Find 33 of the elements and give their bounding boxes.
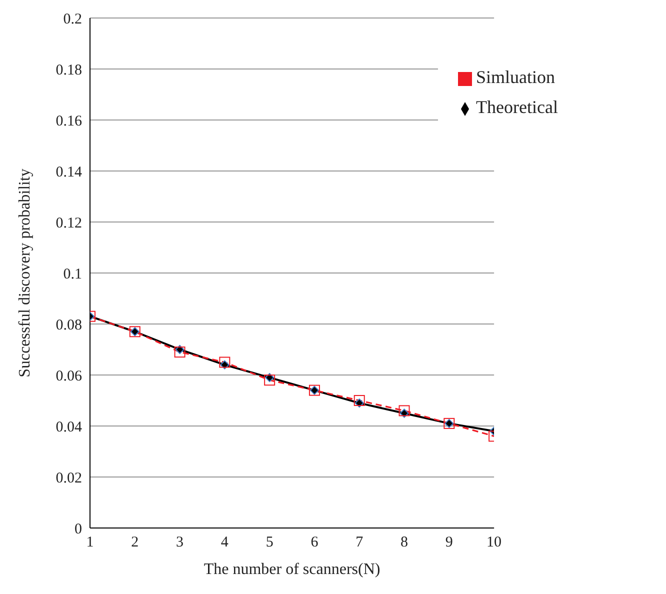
y-tick-label: 0.02 (56, 470, 82, 486)
x-axis-title: The number of scanners(N) (204, 561, 380, 578)
point (398, 405, 410, 416)
y-tick-label: 0.1 (63, 266, 82, 282)
x-tick-label: 4 (220, 534, 229, 551)
y-tick-label: 0.14 (56, 164, 82, 180)
x-tick-label: 5 (266, 534, 274, 551)
x-tick-label: 7 (356, 534, 364, 551)
y-tick-label: 0.18 (56, 62, 82, 78)
point (220, 360, 230, 370)
y-axis-title: Successful discovery probability (16, 168, 34, 378)
point (354, 398, 364, 408)
x-tick-label: 9 (445, 534, 453, 551)
y-tick-label: 0.06 (56, 368, 82, 384)
y-tick-label: 0 (74, 521, 82, 538)
x-tick-label: 10 (486, 534, 502, 551)
x-tick-label: 6 (310, 534, 319, 551)
x-tick-label: 3 (176, 534, 184, 551)
y-tick-label: 0.08 (56, 317, 82, 334)
point (174, 346, 186, 358)
y-tick-label: 0.2 (63, 11, 82, 28)
y-tick-label: 0.04 (56, 419, 82, 436)
x-tick-label: 8 (400, 534, 408, 551)
point (354, 395, 365, 406)
point (219, 356, 230, 368)
y-tick-label: 0.12 (56, 215, 82, 232)
x-tick-label: 2 (131, 534, 139, 551)
point (264, 374, 276, 386)
point (265, 373, 274, 382)
y-tick-label: 0.16 (56, 113, 82, 130)
x-tick-label: 1 (86, 534, 94, 551)
legend-label: Theoretical (476, 97, 558, 117)
legend-label: Simluation (476, 67, 556, 87)
